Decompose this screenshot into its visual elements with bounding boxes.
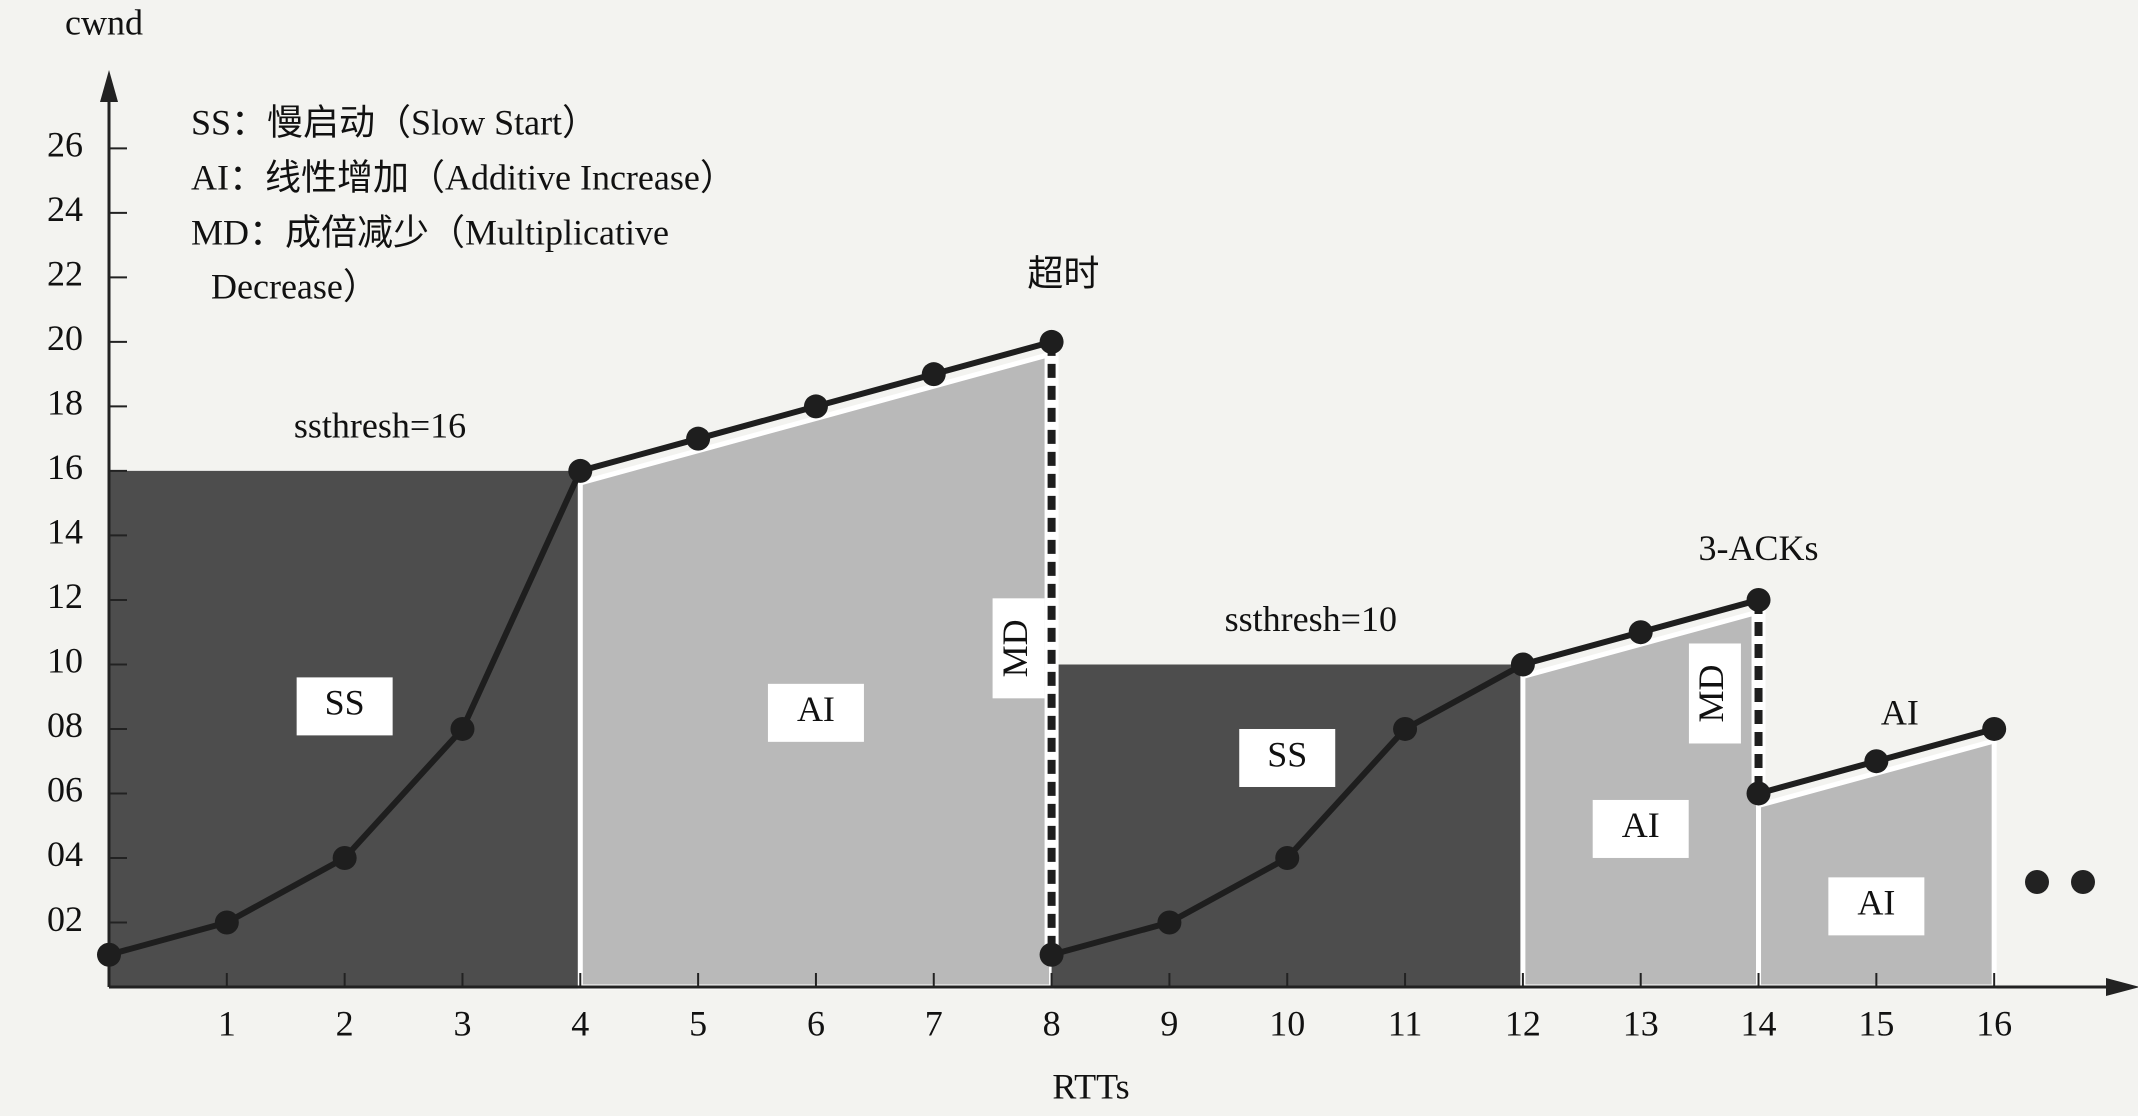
drop-label: MD xyxy=(995,619,1035,677)
x-tick-label: 10 xyxy=(1269,1003,1305,1043)
y-tick-label: 20 xyxy=(47,318,83,358)
region-label-box xyxy=(1592,799,1689,858)
y-tick-label: 10 xyxy=(47,641,83,681)
y-tick-label: 04 xyxy=(47,834,83,874)
point xyxy=(921,362,946,387)
x-tick-label: 1 xyxy=(218,1003,236,1043)
region-label-box xyxy=(1828,877,1925,936)
point xyxy=(450,716,475,741)
annotation: ssthresh=16 xyxy=(294,405,466,445)
annotation: AI xyxy=(1881,692,1919,732)
region-label: AI xyxy=(797,689,835,729)
regions: SS AI SS AI AI xyxy=(109,350,1997,990)
y-tick-label: 18 xyxy=(47,383,83,423)
y-tick-label: 02 xyxy=(47,899,83,939)
ellipsis-dot xyxy=(2025,870,2049,894)
point xyxy=(1157,910,1182,935)
x-axis-arrow xyxy=(2106,978,2138,996)
y-tick-label: 14 xyxy=(47,512,83,552)
x-axis-label: RTTs xyxy=(1052,1066,1129,1106)
note: SS：慢启动（Slow Start） xyxy=(191,102,598,142)
region-label: AI xyxy=(1857,883,1895,923)
point xyxy=(1746,781,1771,806)
region-label: AI xyxy=(1622,805,1660,845)
x-tick-label: 5 xyxy=(689,1003,707,1043)
x-tick-label: 4 xyxy=(571,1003,589,1043)
point xyxy=(1628,620,1653,645)
point xyxy=(568,458,593,483)
point xyxy=(214,910,239,935)
point xyxy=(1275,845,1300,870)
point xyxy=(1039,942,1064,967)
point xyxy=(803,394,828,419)
x-tick-label: 12 xyxy=(1505,1003,1541,1043)
note: MD：成倍减少（Multiplicative xyxy=(191,212,669,252)
point xyxy=(1510,652,1535,677)
region-label: SS xyxy=(325,683,365,723)
region xyxy=(1051,664,1523,987)
y-tick-label: 26 xyxy=(47,125,83,165)
ellipsis-dot xyxy=(2071,870,2095,894)
point xyxy=(332,845,357,870)
x-tick-label: 13 xyxy=(1623,1003,1659,1043)
note: AI：线性增加（Additive Increase） xyxy=(191,157,736,197)
point xyxy=(1864,749,1889,774)
point xyxy=(1039,329,1064,354)
y-tick-label: 06 xyxy=(47,770,83,810)
point xyxy=(1982,716,2007,741)
point xyxy=(97,942,121,967)
point xyxy=(1746,587,1771,612)
x-tick-label: 16 xyxy=(1976,1003,2012,1043)
y-tick-label: 24 xyxy=(47,189,83,229)
x-tick-label: 3 xyxy=(453,1003,471,1043)
y-axis-label: cwnd xyxy=(65,2,143,42)
region-label: SS xyxy=(1267,734,1307,774)
drop-label-box xyxy=(1688,643,1741,744)
x-tick-label: 9 xyxy=(1160,1003,1178,1043)
point xyxy=(1393,716,1418,741)
region-label-box xyxy=(767,683,864,742)
drop-label-box xyxy=(992,598,1045,699)
region-label-box xyxy=(1239,728,1336,787)
y-tick-label: 12 xyxy=(47,576,83,616)
x-tick-label: 2 xyxy=(336,1003,354,1043)
y-axis-arrow xyxy=(100,70,118,102)
x-tick-label: 8 xyxy=(1043,1003,1061,1043)
y-tick-label: 22 xyxy=(47,254,83,294)
x-tick-label: 11 xyxy=(1388,1003,1423,1043)
region-label-box xyxy=(296,677,393,736)
y-tick-label: 08 xyxy=(47,705,83,745)
annotation: 3-ACKs xyxy=(1699,528,1819,568)
x-tick-label: 7 xyxy=(925,1003,943,1043)
note: Decrease） xyxy=(211,266,379,306)
y-tick-label: 16 xyxy=(47,447,83,487)
x-tick-label: 14 xyxy=(1741,1003,1777,1043)
x-tick-label: 15 xyxy=(1858,1003,1894,1043)
drop-label: MD xyxy=(1691,664,1731,722)
annotation: ssthresh=10 xyxy=(1225,599,1397,639)
point xyxy=(686,426,711,451)
annotation: 超时 xyxy=(1027,254,1099,294)
x-tick-label: 6 xyxy=(807,1003,825,1043)
